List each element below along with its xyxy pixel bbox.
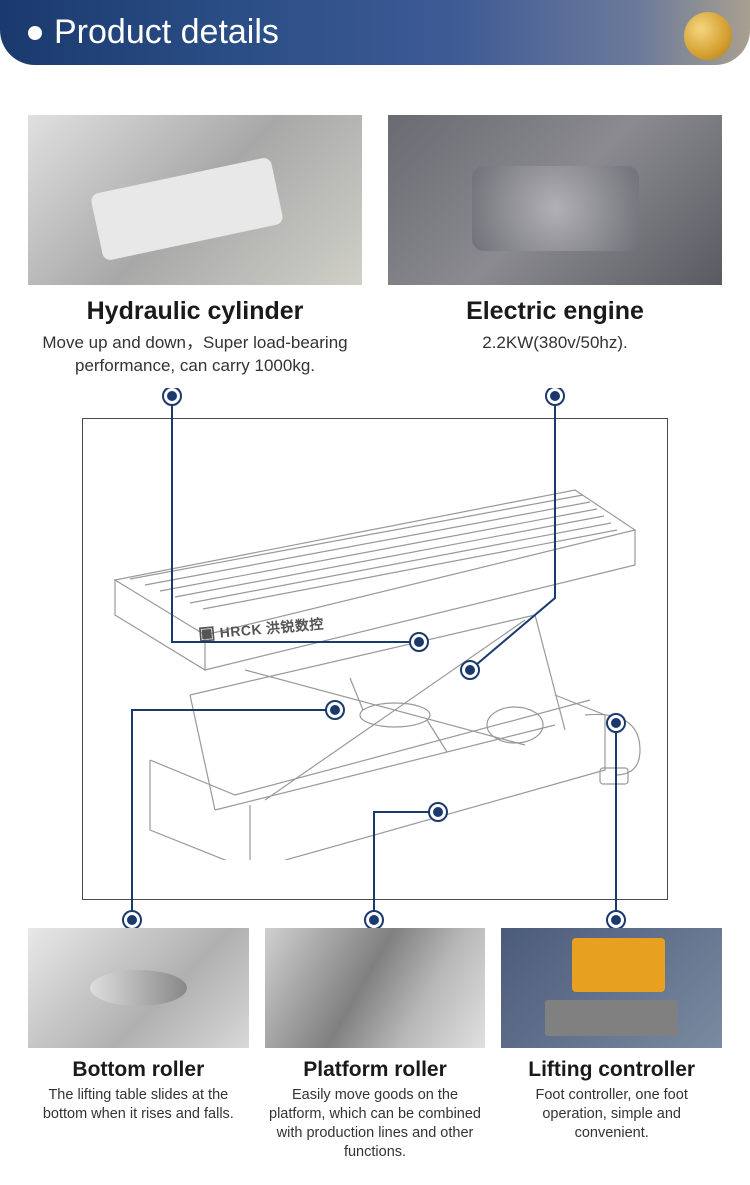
product-diagram: ▣ HRCK 洪锐数控 <box>0 388 750 948</box>
scissor-lift-drawing <box>95 460 655 860</box>
feature-bottom-roller: Bottom roller The lifting table slides a… <box>28 928 249 1161</box>
feature-title: Platform roller <box>265 1058 486 1082</box>
feature-desc: 2.2KW(380v/50hz). <box>388 332 722 355</box>
feature-electric: Electric engine 2.2KW(380v/50hz). <box>388 115 722 378</box>
feature-desc: Move up and down，Super load-bearing perf… <box>28 332 362 378</box>
feature-platform-roller: Platform roller Easily move goods on the… <box>265 928 486 1161</box>
feature-desc: Foot controller, one foot operation, sim… <box>501 1086 722 1143</box>
controller-photo <box>501 928 722 1048</box>
feature-title: Electric engine <box>388 297 722 326</box>
bottom-roller-photo <box>28 928 249 1048</box>
brand-logo-icon: ▣ <box>197 622 216 644</box>
bottom-feature-row: Bottom roller The lifting table slides a… <box>0 928 750 1161</box>
coin-icon <box>684 12 732 60</box>
feature-title: Hydraulic cylinder <box>28 297 362 326</box>
brand-logo-text: HRCK <box>219 620 263 640</box>
platform-roller-photo <box>265 928 486 1048</box>
feature-title: Lifting controller <box>501 1058 722 1082</box>
feature-desc: The lifting table slides at the bottom w… <box>28 1086 249 1124</box>
feature-lifting-controller: Lifting controller Foot controller, one … <box>501 928 722 1161</box>
hydraulic-photo <box>28 115 362 285</box>
bullet-icon <box>28 26 42 40</box>
header-banner: Product details <box>0 0 750 65</box>
feature-hydraulic: Hydraulic cylinder Move up and down，Supe… <box>28 115 362 378</box>
top-feature-row: Hydraulic cylinder Move up and down，Supe… <box>0 65 750 378</box>
feature-desc: Easily move goods on the platform, which… <box>265 1086 486 1161</box>
feature-title: Bottom roller <box>28 1058 249 1082</box>
page-title: Product details <box>54 13 279 52</box>
electric-photo <box>388 115 722 285</box>
